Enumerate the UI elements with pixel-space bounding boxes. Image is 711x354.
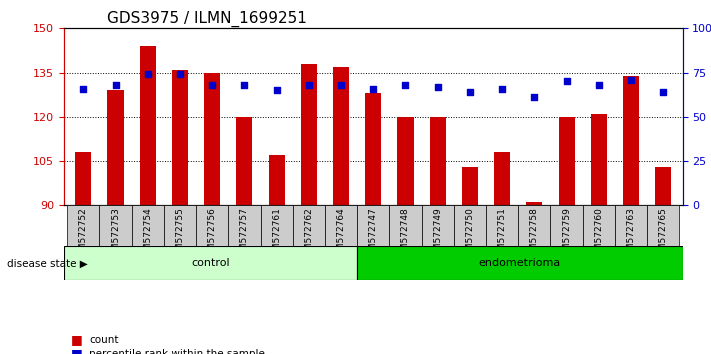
FancyBboxPatch shape [422,205,454,246]
Text: GSM572752: GSM572752 [79,207,88,262]
Bar [429,117,446,205]
FancyBboxPatch shape [357,246,683,280]
Text: GSM572747: GSM572747 [369,207,378,262]
Point [77,86,89,91]
Text: GSM572748: GSM572748 [401,207,410,262]
Text: GSM572763: GSM572763 [626,207,636,262]
FancyBboxPatch shape [615,205,647,246]
Bar [107,90,124,205]
Text: GSM572750: GSM572750 [466,207,474,262]
Text: GSM572756: GSM572756 [208,207,217,262]
Bar [139,46,156,205]
Bar [172,70,188,205]
Point [303,82,314,88]
Bar [397,117,414,205]
Point [658,89,669,95]
Text: disease state ▶: disease state ▶ [7,259,88,269]
Text: ■: ■ [71,333,83,346]
FancyBboxPatch shape [260,205,293,246]
Bar [75,152,92,205]
Point [336,82,347,88]
Point [464,89,476,95]
FancyBboxPatch shape [486,205,518,246]
Text: control: control [191,258,230,268]
FancyBboxPatch shape [132,205,164,246]
FancyBboxPatch shape [357,205,390,246]
Text: ■: ■ [71,348,83,354]
Text: GSM572754: GSM572754 [143,207,152,262]
Text: GDS3975 / ILMN_1699251: GDS3975 / ILMN_1699251 [107,11,307,27]
Point [368,86,379,91]
Point [109,82,121,88]
Text: GSM572755: GSM572755 [176,207,184,262]
FancyBboxPatch shape [100,205,132,246]
FancyBboxPatch shape [647,205,679,246]
Point [206,82,218,88]
Text: GSM572765: GSM572765 [658,207,668,262]
FancyBboxPatch shape [454,205,486,246]
Point [626,77,637,82]
FancyBboxPatch shape [518,205,550,246]
FancyBboxPatch shape [390,205,422,246]
Point [496,86,508,91]
Bar [494,152,510,205]
Point [561,79,572,84]
Text: GSM572759: GSM572759 [562,207,571,262]
FancyBboxPatch shape [550,205,583,246]
Bar [623,75,639,205]
Bar [236,117,252,205]
Bar [365,93,381,205]
Text: GSM572757: GSM572757 [240,207,249,262]
FancyBboxPatch shape [228,205,260,246]
FancyBboxPatch shape [325,205,357,246]
Bar [591,114,607,205]
Text: count: count [89,335,118,345]
Point [432,84,444,90]
Text: percentile rank within the sample: percentile rank within the sample [89,349,264,354]
Text: GSM572760: GSM572760 [594,207,604,262]
Point [239,82,250,88]
Text: GSM572753: GSM572753 [111,207,120,262]
FancyBboxPatch shape [68,205,100,246]
Point [400,82,411,88]
Bar [333,67,349,205]
FancyBboxPatch shape [64,246,357,280]
FancyBboxPatch shape [164,205,196,246]
FancyBboxPatch shape [196,205,228,246]
Point [593,82,604,88]
Text: GSM572761: GSM572761 [272,207,281,262]
Text: endometrioma: endometrioma [479,258,561,268]
Bar [559,117,574,205]
Bar [269,155,284,205]
Bar [526,202,542,205]
Bar [655,167,671,205]
Bar [204,73,220,205]
Point [174,72,186,77]
FancyBboxPatch shape [583,205,615,246]
Bar [301,64,317,205]
Point [271,87,282,93]
Text: GSM572758: GSM572758 [530,207,539,262]
FancyBboxPatch shape [293,205,325,246]
Text: GSM572749: GSM572749 [433,207,442,262]
Text: GSM572764: GSM572764 [336,207,346,262]
Text: GSM572762: GSM572762 [304,207,314,262]
Text: GSM572751: GSM572751 [498,207,507,262]
Bar [462,167,478,205]
Point [529,95,540,100]
Point [142,72,154,77]
